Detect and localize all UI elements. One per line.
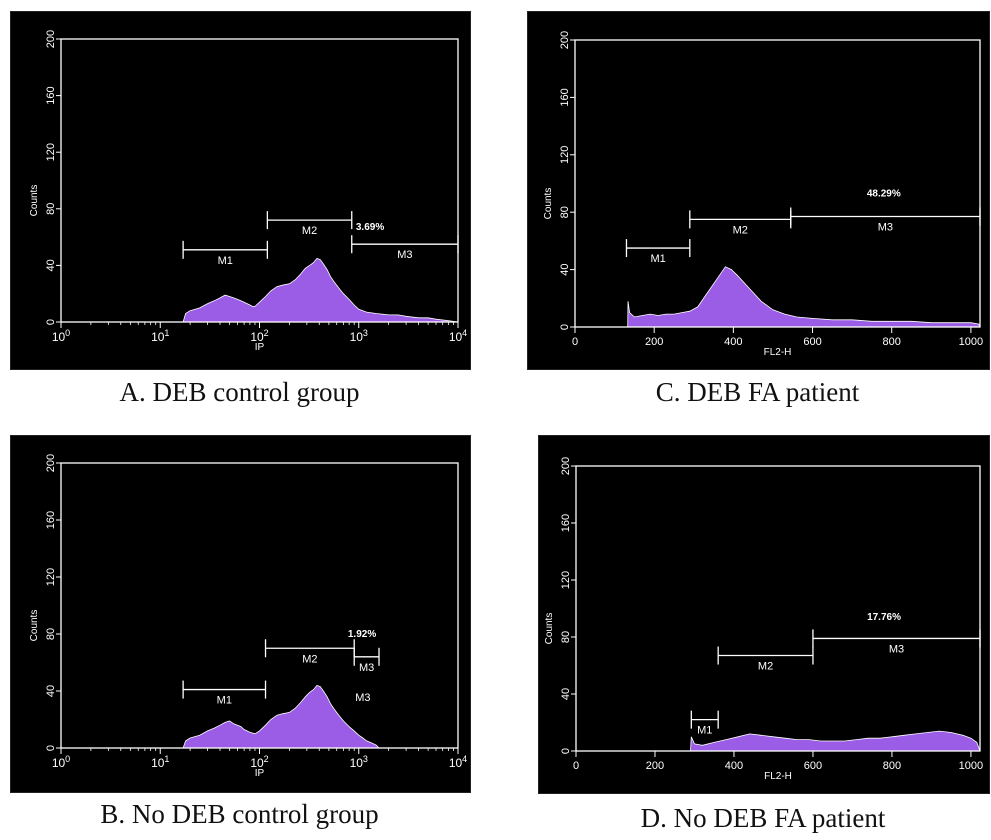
histogram-area — [690, 730, 981, 752]
x-tick-label: 102 — [250, 328, 268, 344]
y-tick-label: 80 — [45, 203, 57, 215]
histogram-panel-a: 0 40 80 120 160 200 100 101 102 103 104 IP Counts M1 M… — [10, 11, 471, 370]
y-tick-label: 200 — [559, 31, 571, 49]
y-tick-label: 120 — [45, 143, 57, 161]
x-tick-label: 200 — [646, 760, 664, 772]
x-tick-label: 103 — [350, 328, 368, 344]
plot-frame — [60, 462, 459, 749]
histogram-panel-d: 0 40 80 120 160 200 0 200 400 600 800 1000 FL2-H Coun… — [538, 435, 990, 794]
x-tick-label: 0 — [572, 336, 578, 348]
caption-c: C. DEB FA patient — [655, 377, 860, 407]
plot-frame — [60, 38, 459, 323]
y-tick-label: 120 — [559, 146, 571, 164]
x-tick-label: 101 — [151, 754, 169, 770]
percentage-annotation: 17.76% — [867, 612, 901, 623]
y-tick-label: 200 — [45, 30, 57, 48]
histogram-area — [182, 257, 459, 323]
marker-m2-label: M2 — [302, 653, 317, 665]
histogram-chart-c: 0 40 80 120 160 200 0 200 400 600 800 1000 FL2-H Coun… — [543, 31, 983, 358]
marker-m3-label: M3 — [878, 222, 893, 234]
marker-annotation: M3 — [355, 692, 370, 704]
x-tick-label: 800 — [883, 336, 901, 348]
x-tick-label: 600 — [803, 336, 821, 348]
y-tick-label: 80 — [45, 628, 57, 640]
plot-frame — [574, 39, 981, 328]
marker-m1-label: M1 — [650, 253, 665, 265]
x-tick-label: 800 — [883, 760, 901, 772]
caption-b: B. No DEB control group — [100, 799, 379, 829]
marker-m1-label: M1 — [218, 255, 233, 267]
x-tick-label: 100 — [52, 754, 70, 770]
y-axis-label: Counts — [544, 613, 555, 645]
x-tick-label: 600 — [804, 760, 822, 772]
histogram-chart-b: 0 40 80 120 160 200 100 101 102 103 104 IP Counts M1 M… — [29, 454, 467, 779]
histogram-panel-b: 0 40 80 120 160 200 100 101 102 103 104 IP Counts M1 M… — [10, 435, 471, 793]
x-tick-label: 0 — [573, 760, 579, 772]
y-tick-label: 40 — [559, 263, 571, 275]
y-tick-label: 160 — [560, 514, 572, 532]
y-tick-label: 160 — [45, 86, 57, 104]
y-axis-label: Counts — [543, 188, 554, 220]
histogram-chart-d: 0 40 80 120 160 200 0 200 400 600 800 1000 FL2-H Coun… — [544, 457, 983, 782]
x-tick-label: 103 — [350, 754, 368, 770]
marker-m3-label: M3 — [889, 643, 904, 655]
x-tick-label: 101 — [151, 328, 169, 344]
caption-d: D. No DEB FA patient — [640, 803, 886, 833]
x-tick-label: 400 — [724, 336, 742, 348]
y-axis-label: Counts — [29, 185, 40, 217]
percentage-annotation: 3.69% — [356, 222, 384, 233]
y-tick-label: 160 — [559, 88, 571, 106]
y-tick-label: 160 — [45, 511, 57, 529]
y-tick-label: 0 — [45, 745, 57, 751]
x-tick-label: 104 — [449, 754, 467, 770]
y-tick-label: 120 — [45, 568, 57, 586]
x-axis-label: FL2-H — [764, 771, 792, 782]
x-tick-label: 1000 — [959, 760, 983, 772]
marker-m2-label: M2 — [733, 224, 748, 236]
percentage-annotation: 48.29% — [867, 188, 901, 199]
x-tick-label: 100 — [52, 328, 70, 344]
y-tick-label: 80 — [560, 631, 572, 643]
y-axis-label: Counts — [29, 610, 40, 642]
y-tick-label: 40 — [560, 688, 572, 700]
y-tick-label: 0 — [559, 324, 571, 330]
y-tick-label: 40 — [45, 685, 57, 697]
percentage-annotation: 1.92% — [348, 629, 376, 640]
x-tick-label: 104 — [449, 328, 467, 344]
y-tick-label: 0 — [560, 748, 572, 754]
x-tick-label: 1000 — [959, 336, 983, 348]
histogram-chart-a: 0 40 80 120 160 200 100 101 102 103 104 IP Counts M1 M… — [29, 30, 467, 353]
histogram-area — [182, 684, 380, 749]
marker-m1-label: M1 — [697, 725, 712, 737]
x-axis-label: IP — [255, 768, 265, 779]
marker-m1-label: M1 — [217, 695, 232, 707]
marker-m3-label: M3 — [359, 662, 374, 674]
y-tick-label: 0 — [45, 319, 57, 325]
y-tick-label: 40 — [45, 259, 57, 271]
x-tick-label: 400 — [725, 760, 743, 772]
y-tick-label: 120 — [560, 571, 572, 589]
y-tick-label: 200 — [560, 457, 572, 475]
y-tick-label: 80 — [559, 206, 571, 218]
marker-m2-label: M2 — [302, 225, 317, 237]
x-axis-label: FL2-H — [764, 347, 792, 358]
y-tick-label: 200 — [45, 454, 57, 472]
x-axis-label: IP — [255, 342, 265, 353]
plot-frame — [575, 465, 981, 752]
histogram-panel-c: 0 40 80 120 160 200 0 200 400 600 800 1000 FL2-H Coun… — [527, 11, 990, 370]
x-tick-label: 200 — [645, 336, 663, 348]
caption-a: A. DEB control group — [119, 377, 360, 407]
marker-m3-label: M3 — [397, 249, 412, 261]
x-tick-label: 102 — [250, 754, 268, 770]
histogram-area — [627, 266, 981, 328]
marker-m2-label: M2 — [758, 661, 773, 673]
